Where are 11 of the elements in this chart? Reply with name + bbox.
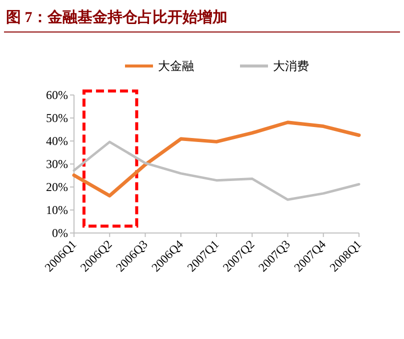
y-tick-label: 50% [46,111,68,125]
y-tick-label: 30% [46,157,68,171]
y-tick-label: 40% [46,134,68,148]
chart-title: 图 7：金融基金持仓占比开始增加 [6,9,228,26]
legend-label: 大金融 [158,59,194,73]
legend-label: 大消费 [273,59,309,73]
y-tick-label: 10% [46,203,68,217]
y-tick-label: 0% [52,226,68,240]
y-tick-label: 20% [46,180,68,194]
y-tick-label: 60% [46,88,68,102]
line-series [72,120,361,198]
